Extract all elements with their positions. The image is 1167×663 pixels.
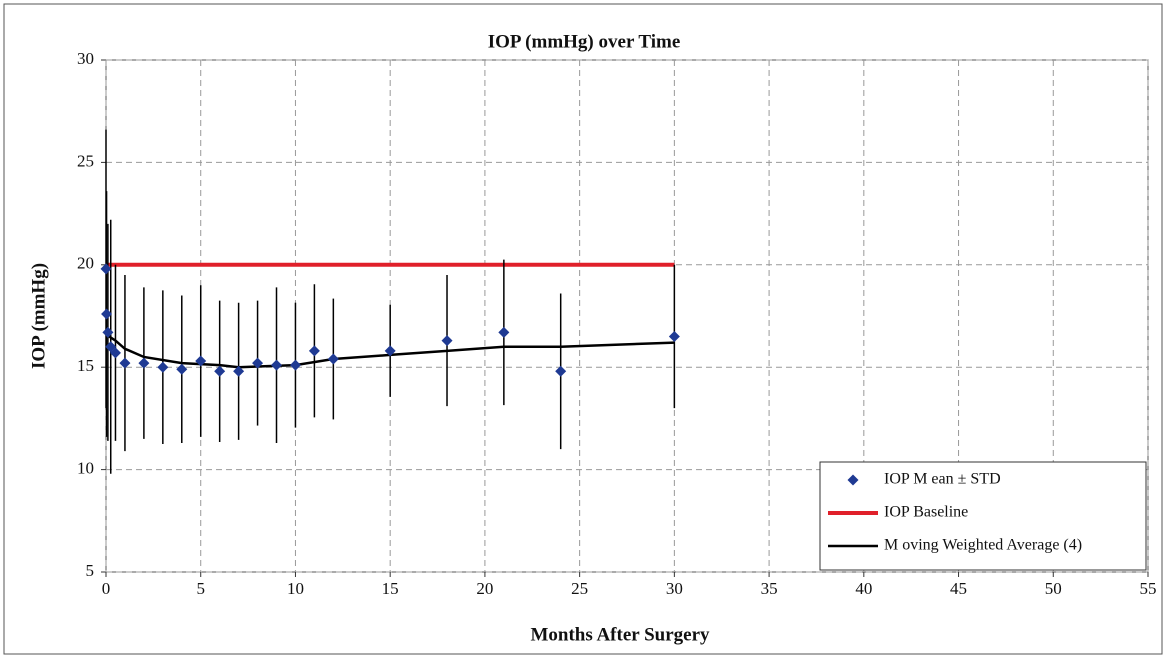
- data-point: [271, 359, 283, 371]
- data-point: [214, 365, 226, 377]
- data-point: [157, 361, 169, 373]
- y-tick-label: 15: [77, 356, 94, 375]
- y-axis-label: IOP (mmHg): [28, 263, 49, 369]
- data-point: [498, 326, 510, 338]
- x-tick-label: 5: [196, 579, 205, 598]
- y-tick-label: 20: [77, 254, 94, 273]
- y-tick-label: 25: [77, 151, 94, 170]
- data-point: [100, 263, 112, 275]
- data-point: [138, 357, 150, 369]
- data-point: [109, 347, 121, 359]
- data-point: [252, 357, 264, 369]
- data-point: [102, 326, 114, 338]
- data-point: [384, 345, 396, 357]
- data-point: [176, 363, 188, 375]
- x-tick-label: 30: [666, 579, 683, 598]
- x-tick-label: 50: [1045, 579, 1062, 598]
- data-point: [308, 345, 320, 357]
- x-tick-label: 0: [102, 579, 111, 598]
- legend-marker: [847, 474, 859, 486]
- chart-title: IOP (mmHg) over Time: [488, 31, 681, 52]
- legend-label: IOP M ean ± STD: [884, 471, 1001, 488]
- data-point: [195, 355, 207, 367]
- x-tick-label: 20: [476, 579, 493, 598]
- data-point: [101, 308, 113, 320]
- x-tick-label: 55: [1140, 579, 1157, 598]
- data-point: [327, 353, 339, 365]
- x-tick-label: 40: [855, 579, 872, 598]
- legend-label: M oving Weighted Average (4): [884, 537, 1082, 554]
- data-point: [289, 359, 301, 371]
- x-tick-label: 25: [571, 579, 588, 598]
- series-line: [105, 333, 675, 369]
- data-point: [119, 357, 131, 369]
- x-tick-label: 15: [382, 579, 399, 598]
- x-tick-label: 10: [287, 579, 304, 598]
- x-axis-label: Months After Surgery: [530, 624, 710, 645]
- y-tick-label: 30: [77, 49, 94, 68]
- legend-label: IOP Baseline: [884, 504, 968, 521]
- x-tick-label: 45: [950, 579, 967, 598]
- y-tick-label: 5: [86, 561, 95, 580]
- x-tick-label: 35: [761, 579, 778, 598]
- legend-box: [819, 461, 1147, 571]
- data-point: [555, 365, 567, 377]
- data-point: [441, 335, 453, 347]
- data-point: [668, 330, 680, 342]
- data-point: [233, 365, 245, 377]
- y-tick-label: 10: [77, 459, 94, 478]
